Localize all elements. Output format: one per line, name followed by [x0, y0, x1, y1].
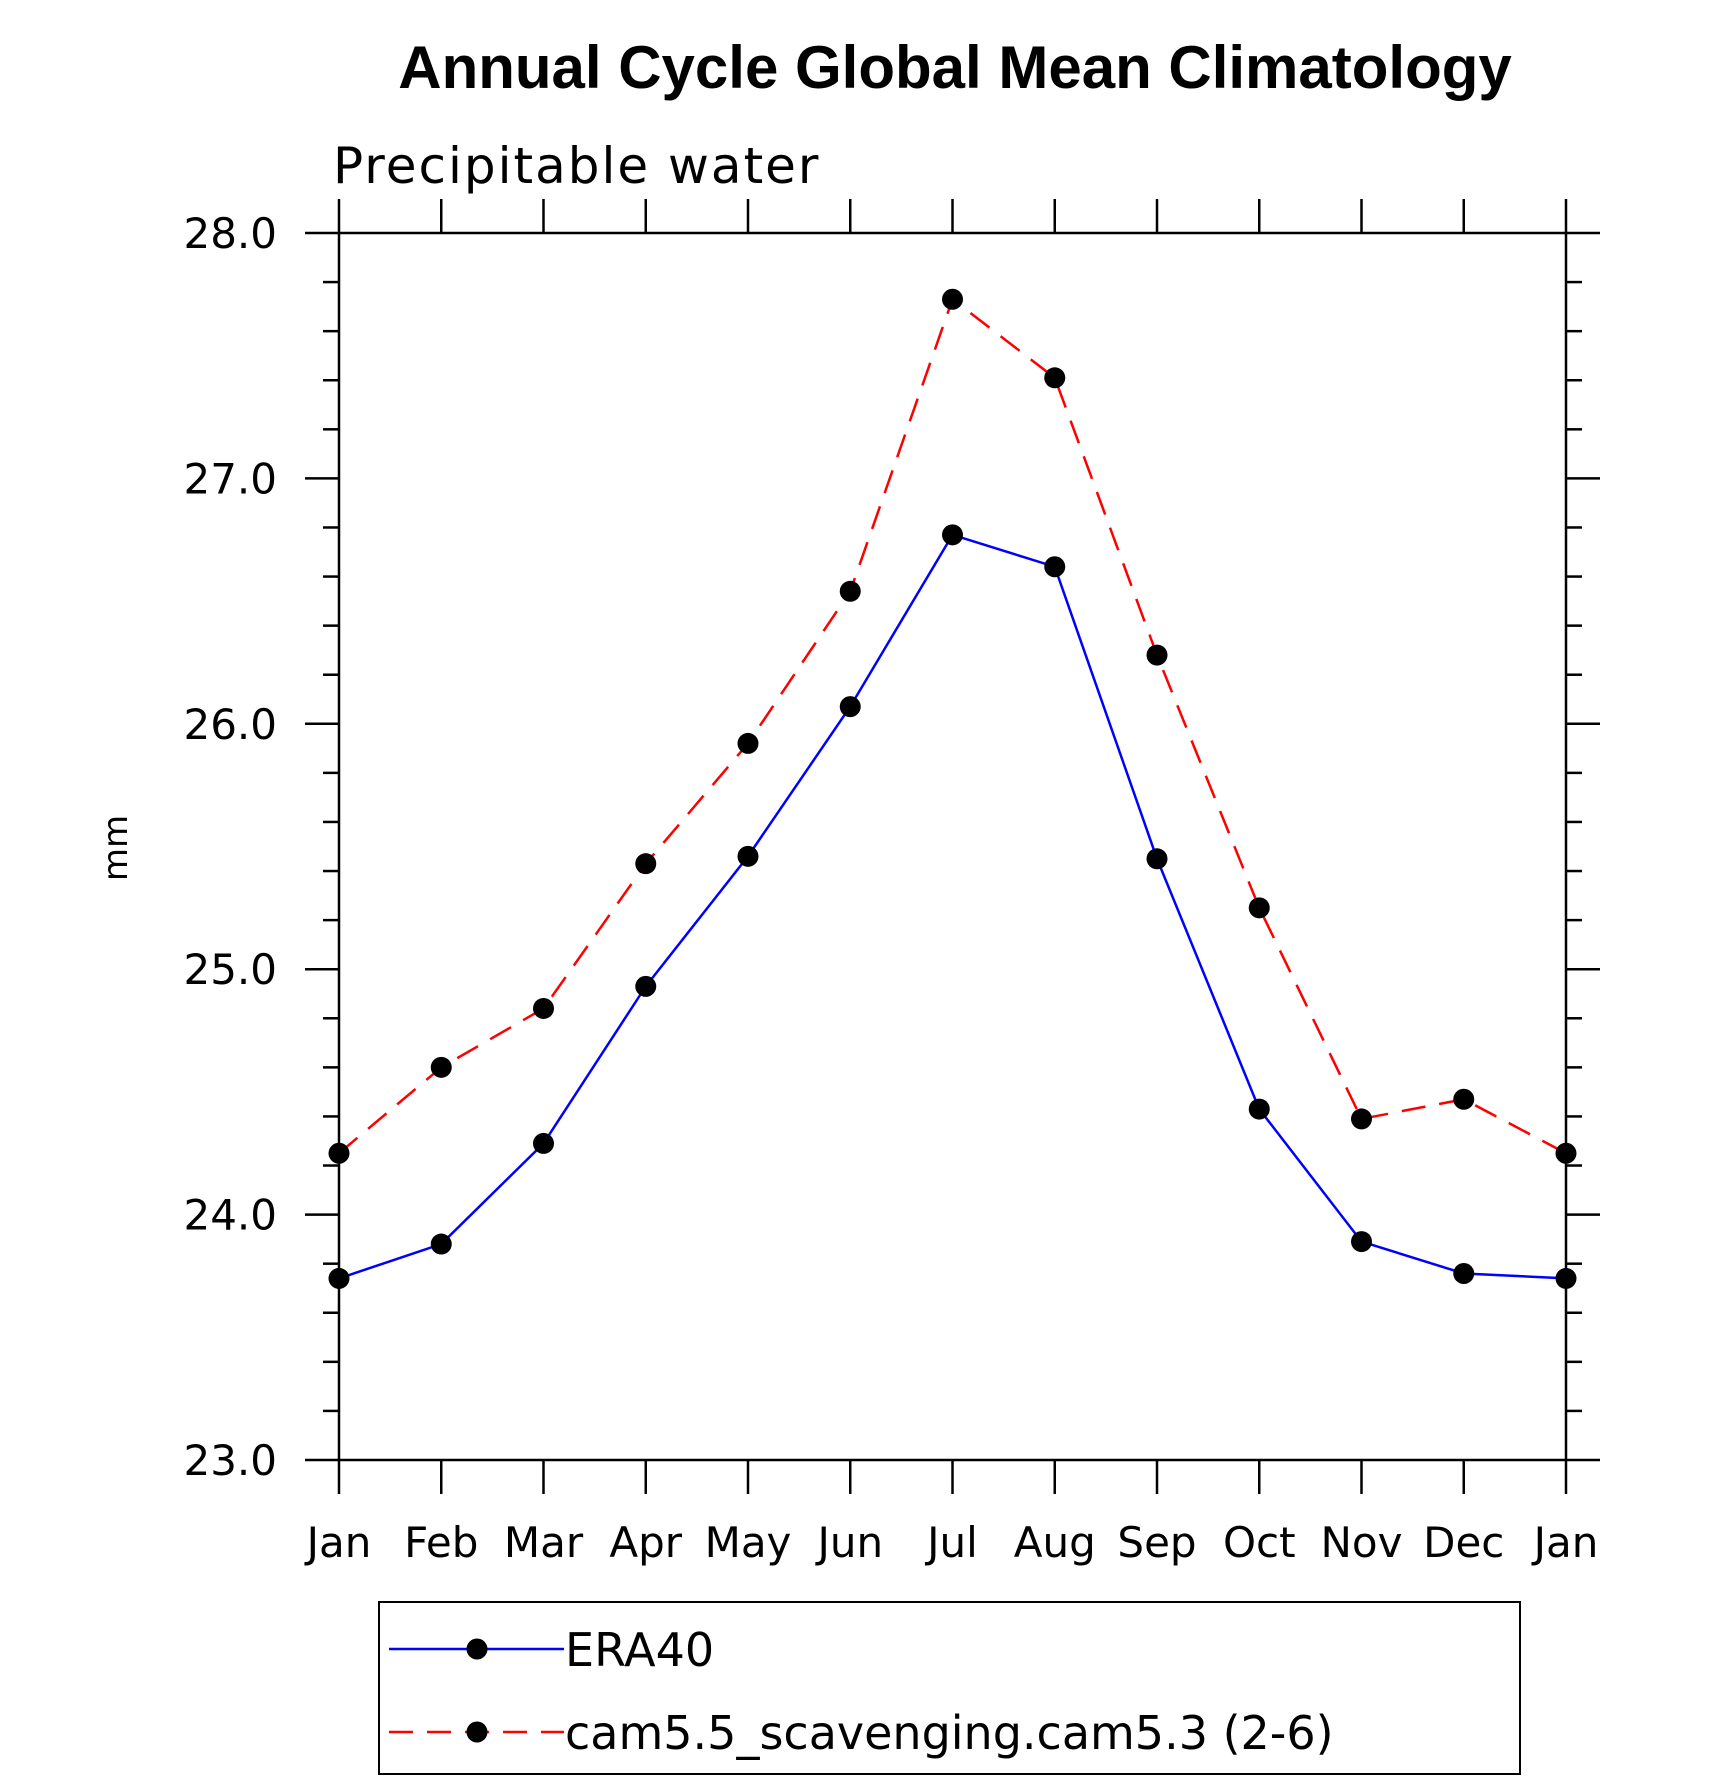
data-point	[942, 524, 963, 546]
data-point	[737, 732, 759, 754]
legend-label: ERA40	[565, 1623, 714, 1677]
data-point	[533, 997, 554, 1019]
data-point	[1146, 848, 1168, 870]
data-point	[839, 696, 861, 718]
x-tick-label: Jan	[304, 1518, 372, 1567]
data-point	[1248, 897, 1270, 919]
y-tick-label: 23.0	[183, 1436, 277, 1485]
x-tick-label: Sep	[1117, 1518, 1196, 1567]
data-point	[1453, 1088, 1475, 1110]
x-tick-label: Aug	[1014, 1518, 1096, 1567]
series-2	[328, 288, 1577, 1164]
x-tick-label: Dec	[1423, 1518, 1504, 1567]
data-point	[635, 975, 657, 997]
data-point	[1044, 367, 1066, 389]
y-tick-label: 27.0	[183, 454, 277, 503]
y-tick-label: 24.0	[183, 1191, 277, 1240]
legend-box	[378, 1601, 1521, 1775]
legend-marker	[466, 1721, 488, 1743]
x-tick-label: Apr	[609, 1518, 682, 1567]
legend-item: cam5.5_scavenging.cam5.3 (2-6)	[389, 1706, 1334, 1760]
y-tick-labels: 23.0 24.0 25.0 26.0 27.0 28.0	[183, 209, 277, 1485]
data-point	[1555, 1142, 1577, 1164]
legend-marker	[466, 1638, 488, 1660]
y-axis-label: mm	[96, 815, 136, 881]
series-line	[338, 533, 1567, 1280]
data-point	[1351, 1108, 1372, 1130]
data-point	[1351, 1231, 1372, 1253]
x-tick-label: Nov	[1321, 1518, 1403, 1567]
data-point	[430, 1233, 452, 1255]
x-tick-label: Jul	[924, 1518, 978, 1567]
series-line	[338, 297, 1567, 1155]
legend-item: ERA40	[389, 1623, 714, 1677]
data-point	[1044, 556, 1066, 578]
data-point	[1453, 1262, 1475, 1284]
x-tick-label: Jan	[1531, 1518, 1599, 1567]
y-tick-label: 28.0	[183, 209, 277, 258]
legend-label: cam5.5_scavenging.cam5.3 (2-6)	[565, 1706, 1334, 1760]
x-tick-label: Oct	[1223, 1518, 1296, 1567]
data-point	[1555, 1267, 1577, 1289]
plot-axes	[337, 231, 1568, 1462]
data-point	[430, 1056, 452, 1078]
chart-title: Annual Cycle Global Mean Climatology	[398, 34, 1512, 101]
legend: ERA40 cam5.5_scavenging.cam5.3 (2-6)	[378, 1601, 1521, 1775]
data-point	[1146, 644, 1168, 666]
data-point	[328, 1267, 350, 1289]
y-tick-label: 25.0	[183, 945, 277, 994]
data-point	[942, 288, 963, 310]
data-point	[328, 1142, 350, 1164]
data-point	[737, 845, 759, 867]
series-1	[328, 524, 1577, 1289]
series-lines	[328, 288, 1577, 1289]
data-point	[1248, 1098, 1270, 1120]
axis-ticks	[305, 199, 1600, 1494]
x-tick-label: May	[705, 1518, 792, 1567]
data-point	[839, 580, 861, 602]
plot-frame	[337, 231, 1568, 1462]
data-point	[635, 853, 657, 875]
data-point	[533, 1132, 554, 1154]
x-tick-label: Jun	[814, 1518, 883, 1567]
y-tick-label: 26.0	[183, 700, 277, 749]
x-tick-label: Mar	[504, 1518, 584, 1567]
x-tick-label: Feb	[404, 1518, 478, 1567]
x-tick-labels: Jan Feb Mar Apr May Jun Jul Aug Sep Oct Nov Dec Jan	[304, 1518, 1599, 1567]
chart-subtitle: Precipitable water	[333, 137, 821, 195]
